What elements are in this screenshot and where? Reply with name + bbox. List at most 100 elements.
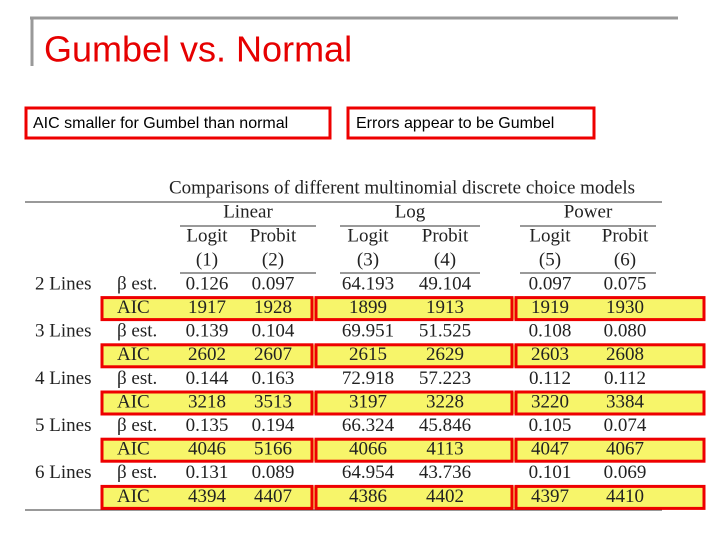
cell: 0.135 bbox=[186, 415, 229, 436]
cell: 0.126 bbox=[186, 273, 229, 294]
table-caption: Comparisons of different multinomial dis… bbox=[169, 177, 635, 198]
cell: 0.112 bbox=[529, 368, 571, 389]
cell: 3384 bbox=[606, 391, 645, 412]
row-label: 2 Lines bbox=[35, 273, 91, 294]
cell: 51.525 bbox=[419, 321, 471, 342]
highlight bbox=[102, 486, 704, 509]
highlight-box bbox=[314, 296, 514, 322]
highlight-box bbox=[514, 390, 706, 416]
column-number: (4) bbox=[434, 249, 456, 270]
highlight-box bbox=[314, 484, 514, 510]
cell: 0.144 bbox=[186, 368, 229, 389]
cell: 0.097 bbox=[529, 273, 572, 294]
column-header: Probit bbox=[422, 225, 469, 246]
column-header: Logit bbox=[347, 225, 389, 246]
cell: 0.112 bbox=[604, 368, 646, 389]
cell: 49.104 bbox=[419, 273, 472, 294]
cell: 2608 bbox=[606, 344, 644, 365]
callout-box bbox=[24, 106, 332, 140]
column-number: (5) bbox=[539, 249, 561, 270]
cell: 1919 bbox=[531, 297, 569, 318]
cell: 0.074 bbox=[604, 415, 647, 436]
cell: 0.069 bbox=[604, 462, 647, 483]
column-header: Probit bbox=[602, 225, 649, 246]
cell: 0.097 bbox=[252, 273, 295, 294]
row-type: AIC bbox=[117, 391, 150, 412]
highlight-box bbox=[514, 296, 706, 322]
cell: 2629 bbox=[426, 344, 464, 365]
column-header: Probit bbox=[250, 225, 297, 246]
cell: 66.324 bbox=[342, 415, 395, 436]
row-type: β est. bbox=[117, 368, 157, 389]
cell: 0.075 bbox=[604, 273, 647, 294]
cell: 1917 bbox=[188, 297, 226, 318]
highlight-box bbox=[100, 296, 314, 322]
row-type: β est. bbox=[117, 462, 157, 483]
row-type: AIC bbox=[117, 344, 150, 365]
cell: 1930 bbox=[606, 297, 644, 318]
cell: 72.918 bbox=[342, 368, 394, 389]
group-header: Log bbox=[395, 201, 426, 222]
highlight-box bbox=[514, 343, 706, 369]
cell: 4067 bbox=[606, 439, 644, 460]
highlight bbox=[102, 297, 704, 320]
cell: 0.101 bbox=[529, 462, 572, 483]
column-number: (2) bbox=[262, 249, 284, 270]
cell: 0.080 bbox=[604, 321, 647, 342]
cell: 3513 bbox=[254, 391, 292, 412]
highlight-box bbox=[314, 437, 514, 463]
cell: 0.105 bbox=[529, 415, 572, 436]
cell: 0.104 bbox=[252, 321, 295, 342]
cell: 4402 bbox=[426, 486, 464, 507]
row-type: β est. bbox=[117, 321, 157, 342]
cell: 0.108 bbox=[529, 321, 572, 342]
cell: 0.194 bbox=[252, 415, 295, 436]
cell: 1913 bbox=[426, 297, 464, 318]
row-label: 4 Lines bbox=[35, 368, 91, 389]
highlight-box bbox=[100, 390, 314, 416]
callout: AIC smaller for Gumbel than normal bbox=[33, 115, 288, 132]
cell: 4047 bbox=[531, 439, 569, 460]
cell: 45.846 bbox=[419, 415, 471, 436]
cell: 3218 bbox=[188, 391, 226, 412]
highlight-box bbox=[314, 343, 514, 369]
column-number: (6) bbox=[614, 249, 636, 270]
highlight-box bbox=[100, 484, 314, 510]
cell: 2607 bbox=[254, 344, 292, 365]
cell: 69.951 bbox=[342, 321, 394, 342]
callout: Errors appear to be Gumbel bbox=[356, 115, 554, 132]
cell: 2615 bbox=[349, 344, 387, 365]
callout-box bbox=[346, 106, 596, 140]
group-header: Linear bbox=[223, 201, 273, 222]
highlight-box bbox=[100, 343, 314, 369]
cell: 4397 bbox=[531, 486, 569, 507]
cell: 4386 bbox=[349, 486, 387, 507]
cell: 3228 bbox=[426, 391, 464, 412]
row-type: AIC bbox=[117, 486, 150, 507]
cell: 64.954 bbox=[342, 462, 395, 483]
column-number: (3) bbox=[357, 249, 379, 270]
cell: 5166 bbox=[254, 439, 292, 460]
highlight bbox=[102, 344, 704, 367]
cell: 3197 bbox=[349, 391, 387, 412]
row-label: 3 Lines bbox=[35, 321, 91, 342]
cell: 4410 bbox=[606, 486, 644, 507]
highlight-box bbox=[314, 390, 514, 416]
column-header: Logit bbox=[529, 225, 571, 246]
cell: 2603 bbox=[531, 344, 569, 365]
cell: 4066 bbox=[349, 439, 387, 460]
cell: 4394 bbox=[188, 486, 227, 507]
row-type: AIC bbox=[117, 439, 150, 460]
slide-title: Gumbel vs. Normal bbox=[44, 29, 352, 70]
cell: 57.223 bbox=[419, 368, 471, 389]
row-label: 6 Lines bbox=[35, 462, 91, 483]
highlight bbox=[102, 392, 704, 414]
cell: 64.193 bbox=[342, 273, 394, 294]
cell: 0.163 bbox=[252, 368, 295, 389]
cell: 0.131 bbox=[186, 462, 229, 483]
row-type: AIC bbox=[117, 297, 150, 318]
highlight bbox=[102, 439, 704, 462]
column-number: (1) bbox=[196, 249, 218, 270]
cell: 0.139 bbox=[186, 321, 229, 342]
